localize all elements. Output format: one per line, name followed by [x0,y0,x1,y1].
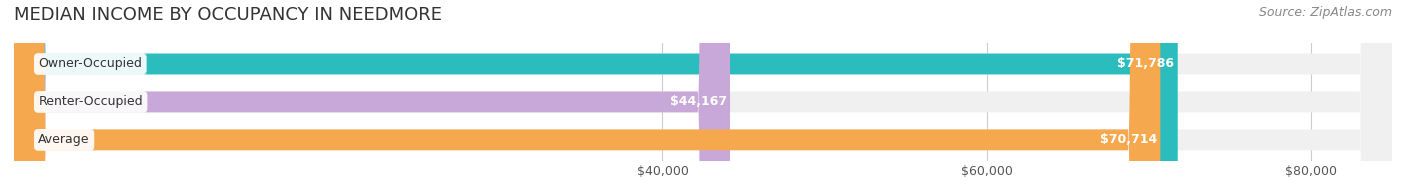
FancyBboxPatch shape [14,0,730,196]
Text: Renter-Occupied: Renter-Occupied [38,95,143,108]
Text: $71,786: $71,786 [1118,57,1174,71]
Text: Average: Average [38,133,90,146]
FancyBboxPatch shape [14,0,1392,196]
FancyBboxPatch shape [14,0,1178,196]
FancyBboxPatch shape [14,0,1392,196]
Text: Source: ZipAtlas.com: Source: ZipAtlas.com [1258,6,1392,19]
FancyBboxPatch shape [14,0,1392,196]
Text: MEDIAN INCOME BY OCCUPANCY IN NEEDMORE: MEDIAN INCOME BY OCCUPANCY IN NEEDMORE [14,6,441,24]
FancyBboxPatch shape [14,0,1160,196]
Text: $70,714: $70,714 [1099,133,1157,146]
Text: $44,167: $44,167 [669,95,727,108]
Text: Owner-Occupied: Owner-Occupied [38,57,142,71]
